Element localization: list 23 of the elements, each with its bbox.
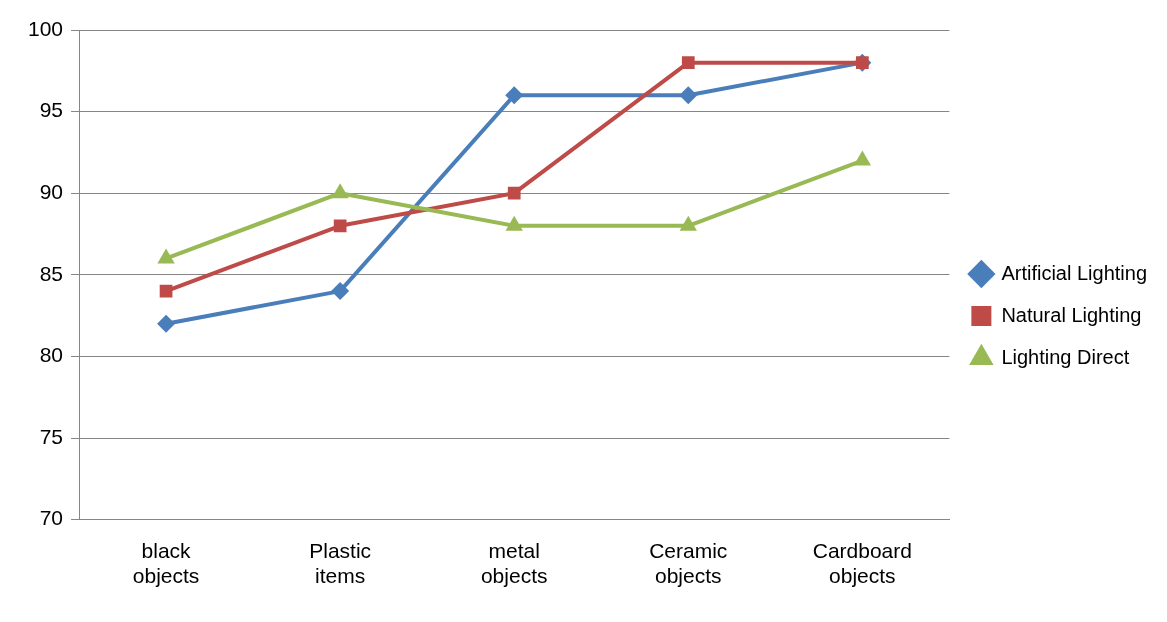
y-tick-label: 90: [39, 180, 64, 203]
point: [679, 86, 698, 105]
y-tick-label: 75: [39, 424, 64, 448]
y-tick-label: 70: [39, 506, 64, 530]
y-tick-label: 85: [39, 261, 64, 285]
point: [681, 56, 695, 69]
point: [505, 86, 524, 105]
x-tick-label: Ceramic objects: [649, 539, 728, 588]
point: [333, 219, 347, 233]
legend-label: Natural Lighting: [1001, 303, 1142, 326]
x-tick-label: black objects: [132, 539, 200, 588]
legend-label: Lighting Direct: [1001, 345, 1130, 368]
y-tick-label: 80: [39, 343, 64, 367]
point: [507, 186, 521, 200]
point: [331, 282, 350, 301]
y-tick-label: 95: [39, 98, 64, 122]
x-tick-label: Plastic items: [309, 539, 372, 588]
point: [331, 183, 349, 199]
x-tick-label: metal objects: [480, 539, 548, 588]
y-tick-label: 100: [27, 16, 64, 40]
legend-label: Artificial Lighting: [1001, 261, 1147, 284]
point: [157, 314, 176, 333]
x-tick-label: Cardboard objects: [812, 539, 912, 588]
